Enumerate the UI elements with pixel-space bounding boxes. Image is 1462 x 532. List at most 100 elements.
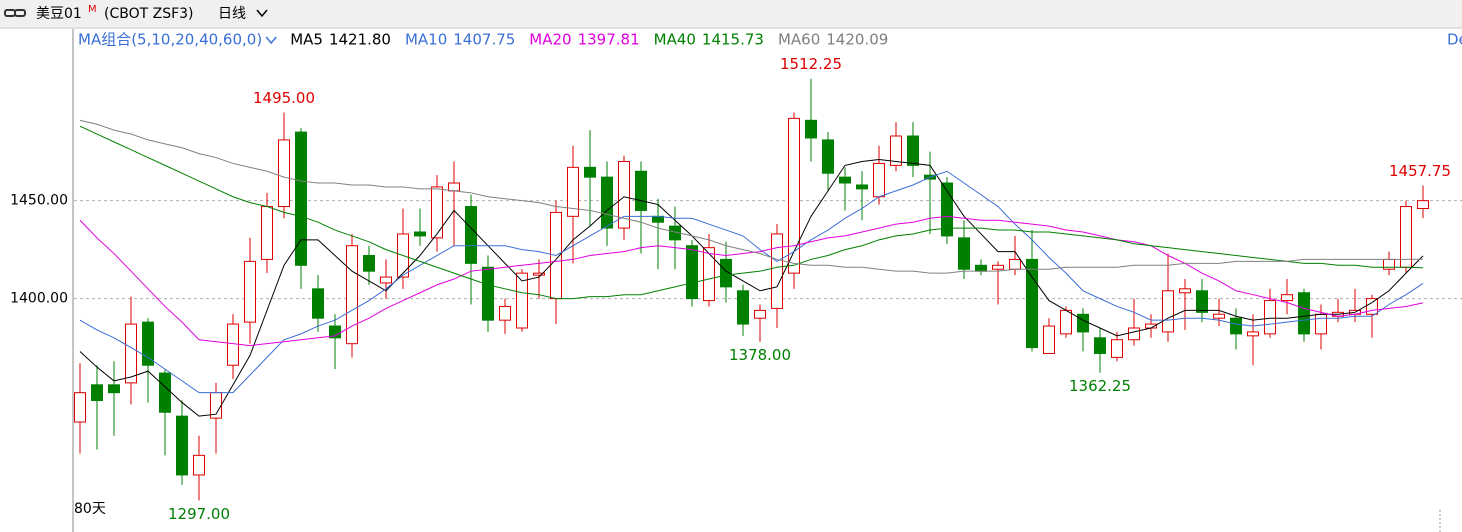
candle-body — [788, 117, 800, 274]
candles — [74, 78, 1429, 501]
candle-body — [856, 184, 868, 190]
candle-body — [329, 325, 341, 339]
candle-body — [567, 166, 579, 217]
candle-body — [414, 231, 426, 237]
candle-body — [431, 186, 443, 239]
candle-body — [261, 206, 273, 260]
candle-body — [125, 323, 137, 384]
period-caret[interactable] — [256, 9, 268, 18]
candle-body — [873, 162, 885, 198]
candle-body — [1247, 331, 1259, 337]
ma-line — [79, 159, 1424, 417]
candle-body — [1128, 327, 1140, 341]
ma-label[interactable]: MA组合(5,10,20,40,60,0) — [78, 31, 262, 49]
candle-body — [941, 182, 953, 237]
candle-body — [737, 290, 749, 325]
candle-body — [584, 166, 596, 178]
candle-body — [703, 247, 715, 302]
candle-body — [1366, 298, 1378, 315]
candle-body — [159, 372, 171, 413]
span-label: 80天 — [74, 501, 106, 517]
candle-body — [1009, 258, 1021, 270]
candle-body — [1179, 288, 1191, 294]
legend-name: MA10 — [405, 31, 447, 49]
legend-value: 1420.09 — [826, 31, 888, 49]
extreme-label: 1495.00 — [253, 89, 315, 107]
legend-value: 1407.75 — [453, 31, 515, 49]
ma-line — [79, 125, 1424, 300]
candle-body — [1264, 300, 1276, 335]
extreme-label: 1297.00 — [168, 505, 230, 523]
ma-line — [79, 215, 1424, 347]
candle-body — [907, 135, 919, 166]
candle-body — [1281, 294, 1293, 302]
candle-body — [448, 182, 460, 192]
candle-body — [992, 264, 1004, 270]
candle-body — [890, 135, 902, 166]
candle-body — [1162, 290, 1174, 333]
period[interactable]: 日线 — [218, 6, 246, 22]
candle-body — [754, 309, 766, 319]
candle-body — [635, 170, 647, 211]
candle-body — [244, 260, 256, 323]
extreme-label: 1362.25 — [1069, 377, 1131, 395]
subtitle: (CBOT ZSF3) — [104, 6, 194, 22]
candle-body — [958, 237, 970, 270]
candle-body — [346, 245, 358, 345]
candle-body — [1400, 206, 1412, 268]
candle-body — [1077, 313, 1089, 333]
top-bar — [0, 0, 1462, 28]
candle-body — [278, 139, 290, 208]
candle-body — [1060, 309, 1072, 335]
ma-line — [79, 119, 1424, 274]
candle-body — [380, 276, 392, 284]
candle-body — [822, 139, 834, 174]
candle-body — [142, 321, 154, 366]
y-tick-label: 1450.00 — [10, 193, 68, 209]
candle-body — [618, 160, 630, 229]
legend-name: MA60 — [778, 31, 820, 49]
candle-body — [805, 119, 817, 139]
title-sup: M — [88, 4, 97, 15]
legend-name: MA5 — [290, 31, 323, 49]
ma-caret[interactable] — [265, 36, 277, 45]
candle-body — [227, 323, 239, 366]
legend-name: MA20 — [529, 31, 571, 49]
link-icon[interactable] — [4, 9, 26, 17]
candle-body — [465, 206, 477, 264]
candle-body — [771, 233, 783, 309]
candle-body — [1196, 290, 1208, 313]
candle-body — [1298, 292, 1310, 335]
candle-body — [91, 384, 103, 401]
candle-body — [74, 392, 86, 423]
candle-body — [1043, 325, 1055, 354]
legend-name: MA40 — [654, 31, 696, 49]
candle-body — [516, 272, 528, 329]
candle-body — [720, 258, 732, 288]
candle-body — [176, 415, 188, 476]
ma-line — [79, 170, 1424, 394]
candle-body — [312, 288, 324, 319]
chart-title: 美豆01 — [36, 6, 82, 22]
candle-body — [295, 131, 307, 266]
candle-body — [1213, 313, 1225, 319]
candle-body — [363, 255, 375, 272]
legend-value: 1415.73 — [702, 31, 764, 49]
candle-body — [1111, 339, 1123, 358]
candle-body — [193, 454, 205, 476]
candle-body — [1315, 313, 1327, 335]
candle-body — [108, 384, 120, 394]
extreme-label: 1512.25 — [780, 55, 842, 73]
candle-body — [1094, 337, 1106, 354]
candle-body — [499, 305, 511, 321]
candle-body — [482, 266, 494, 321]
legend-value: 1421.80 — [329, 31, 391, 49]
candle-body — [975, 264, 987, 272]
candle-body — [533, 272, 545, 276]
corner-label: De — [1447, 31, 1462, 49]
candle-body — [1230, 317, 1242, 335]
extreme-label: 1378.00 — [729, 346, 791, 364]
candle-body — [686, 245, 698, 300]
candle-body — [601, 176, 613, 229]
